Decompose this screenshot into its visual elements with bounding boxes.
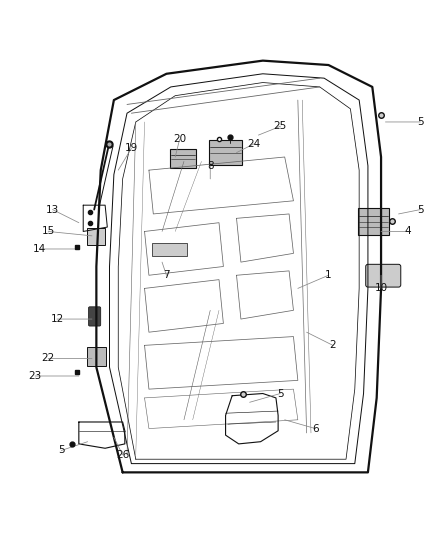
Text: 14: 14 <box>33 244 46 254</box>
Text: 5: 5 <box>58 446 65 456</box>
FancyBboxPatch shape <box>152 243 187 255</box>
Text: 6: 6 <box>312 424 319 433</box>
Text: 7: 7 <box>163 270 170 280</box>
Text: 5: 5 <box>417 117 424 127</box>
FancyBboxPatch shape <box>87 229 105 246</box>
Text: 25: 25 <box>274 122 287 131</box>
Text: 4: 4 <box>404 227 411 237</box>
FancyBboxPatch shape <box>87 346 106 366</box>
Text: 24: 24 <box>247 139 261 149</box>
Text: 13: 13 <box>46 205 59 215</box>
FancyBboxPatch shape <box>170 149 196 168</box>
Text: 12: 12 <box>50 314 64 324</box>
Text: 10: 10 <box>374 284 388 293</box>
Text: 2: 2 <box>329 341 336 350</box>
Text: 20: 20 <box>173 134 186 144</box>
FancyBboxPatch shape <box>358 208 389 235</box>
Text: 5: 5 <box>417 205 424 215</box>
Text: 5: 5 <box>277 389 284 399</box>
Text: 8: 8 <box>207 161 214 171</box>
Text: 15: 15 <box>42 227 55 237</box>
FancyBboxPatch shape <box>366 264 401 287</box>
FancyBboxPatch shape <box>209 140 242 165</box>
Text: 22: 22 <box>42 353 55 364</box>
Text: 19: 19 <box>125 143 138 154</box>
Text: 1: 1 <box>325 270 332 280</box>
Text: 23: 23 <box>28 371 42 381</box>
FancyBboxPatch shape <box>88 307 101 326</box>
Text: 26: 26 <box>116 450 129 460</box>
